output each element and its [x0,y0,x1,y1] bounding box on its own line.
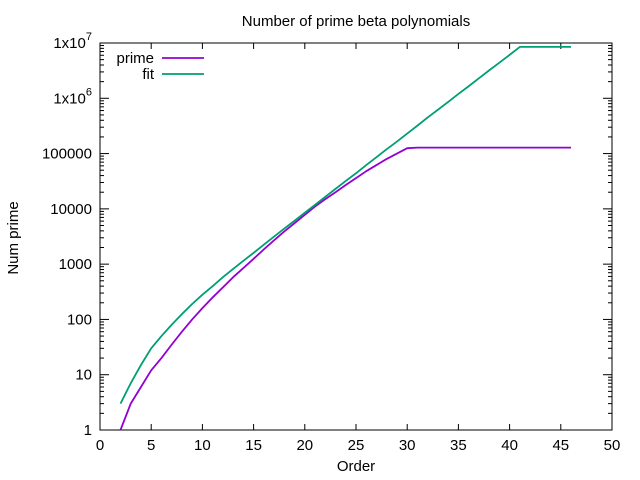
plot-frame [99,42,613,431]
y-tick-label: 10 [75,367,92,384]
chart-title: Number of prime beta polynomials [242,13,470,30]
x-tick-label: 20 [296,437,313,454]
y-tick-label-base: 1x10 [53,90,86,107]
x-tick-label: 10 [194,437,211,454]
y-tick-label-base: 1000 [59,256,92,273]
y-tick-label: 1000 [59,256,92,273]
y-tick-label-exponent: 7 [86,31,92,43]
x-tick-label: 30 [399,437,416,454]
series-group [119,46,572,431]
x-tick-label: 5 [147,437,155,454]
y-tick-label: 1x107 [53,31,92,52]
x-tick-label: 40 [501,437,518,454]
y-tick-label: 1x106 [53,86,92,107]
y-tick-label-exponent: 6 [86,86,92,98]
x-tick-label: 45 [552,437,569,454]
y-tick-label-base: 1 [84,422,92,439]
legend-label-prime: prime [116,50,154,67]
series-line-prime [119,146,572,431]
y-tick-label: 10000 [50,201,92,218]
x-axis-label: Order [337,458,375,475]
y-tick-label-base: 100 [67,311,92,328]
y-tick-label-base: 100000 [42,146,92,163]
x-tick-label: 15 [245,437,262,454]
series-line-fit [119,46,572,405]
x-tick-label: 35 [450,437,467,454]
y-tick-label-base: 10000 [50,201,92,218]
x-tick-label: 25 [348,437,365,454]
y-axis-label: Num prime [5,201,22,274]
y-tick-label: 100000 [42,146,92,163]
plot-area [99,42,613,431]
legend-label-fit: fit [142,66,155,83]
x-tick-label: 0 [96,437,104,454]
x-axis: 0 5 10 15 20 25 30 35 40 45 50 [96,43,621,454]
y-tick-label: 100 [67,311,92,328]
x-tick-label: 50 [604,437,621,454]
y-tick-label-base: 1x10 [53,35,86,52]
y-tick-label-base: 10 [75,367,92,384]
y-tick-label: 1 [84,422,92,439]
